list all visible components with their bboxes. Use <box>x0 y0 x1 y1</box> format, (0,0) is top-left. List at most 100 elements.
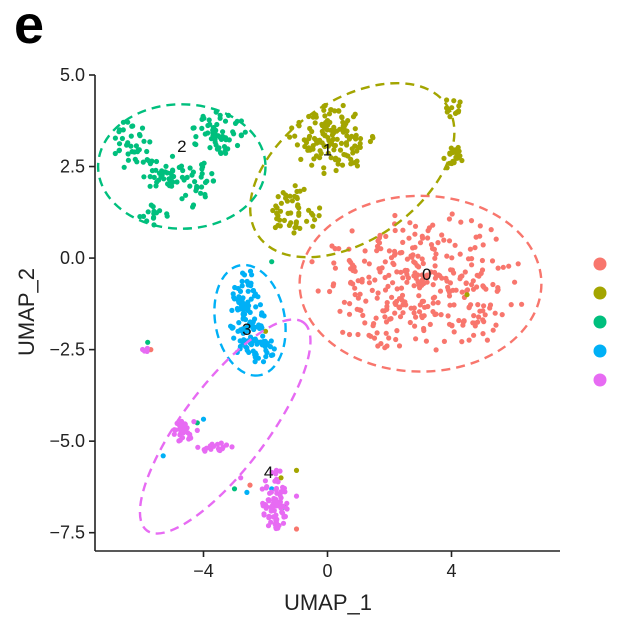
cluster-2-point <box>147 174 153 180</box>
cluster-4-point <box>268 489 274 495</box>
cluster-1-label: 1 <box>323 141 332 160</box>
cluster-0-point <box>413 314 419 320</box>
cluster-0-point <box>389 294 395 300</box>
cluster-3-point <box>256 325 263 331</box>
cluster-0-point <box>384 343 390 349</box>
legend-key-cluster-3 <box>593 344 607 358</box>
cluster-4-point <box>277 468 283 474</box>
cluster-3-point <box>262 343 268 350</box>
cluster-3-point <box>240 305 246 311</box>
y-tick-label: 2.5 <box>60 157 85 177</box>
cluster-1-point <box>344 133 350 139</box>
cluster-0-point <box>341 299 347 305</box>
cluster-0-point <box>425 303 431 310</box>
cluster-0-point <box>352 285 358 291</box>
cluster-2-point <box>133 143 139 149</box>
cluster-1-point <box>336 157 342 163</box>
cluster-3-point <box>268 338 274 344</box>
cluster-1-point <box>352 126 358 132</box>
cluster-0-point <box>361 258 368 264</box>
cluster-0-point <box>430 295 436 301</box>
cluster-0-point <box>398 285 405 291</box>
cluster-0-point <box>519 301 525 307</box>
cluster-1-point <box>350 160 357 166</box>
cluster-1-point <box>333 167 339 174</box>
cluster-2-point <box>151 174 157 180</box>
cluster-2-point <box>180 167 186 174</box>
cluster-0-point <box>487 305 493 311</box>
cluster-2-point <box>214 146 220 152</box>
cluster-0-point <box>384 300 390 306</box>
cluster-1-point <box>456 103 462 109</box>
cluster-4-point <box>203 445 210 451</box>
cluster-0-point <box>452 242 458 248</box>
cluster-0-point <box>374 295 380 301</box>
cluster-2-point <box>206 117 212 123</box>
cluster-0-point <box>451 270 457 276</box>
cluster-0-point <box>407 220 413 226</box>
cluster-0-point <box>471 313 477 319</box>
cluster-2-point <box>201 115 207 121</box>
cluster-0-point <box>466 337 472 343</box>
cluster-1-point <box>331 147 337 153</box>
cluster-0-point <box>511 279 518 285</box>
y-tick-label: −2.5 <box>49 340 85 360</box>
cluster-0-point <box>419 314 425 321</box>
cluster-0-point <box>394 286 400 292</box>
cluster-0-point <box>428 242 435 248</box>
cluster-0-point <box>470 286 477 292</box>
cluster-2-point <box>162 169 168 175</box>
cluster-3-point <box>270 352 276 358</box>
cluster-0-point <box>466 305 472 311</box>
cluster-0-point <box>346 257 352 264</box>
cluster-0-point <box>456 317 462 324</box>
cluster-0-point <box>366 280 372 286</box>
cluster-4-point <box>279 489 285 495</box>
cluster-2-point <box>145 339 151 345</box>
cluster-1-point <box>334 136 340 142</box>
cluster-0-point <box>391 261 397 268</box>
cluster-4-point <box>141 348 148 354</box>
cluster-0-point <box>366 261 372 267</box>
cluster-1-point <box>345 118 351 124</box>
cluster-1-point <box>322 113 328 119</box>
cluster-0-point <box>515 261 521 267</box>
cluster-1-point <box>340 129 346 135</box>
cluster-0-point <box>382 314 388 320</box>
cluster-2-point <box>170 168 176 174</box>
cluster-3-point <box>231 335 237 341</box>
cluster-0-point <box>375 290 381 296</box>
cluster-2-point <box>179 196 185 202</box>
cluster-0-point <box>371 321 377 327</box>
cluster-1-point <box>292 193 298 199</box>
cluster-0-point <box>337 308 343 314</box>
cluster-4-point <box>215 446 222 452</box>
cluster-3-point <box>253 304 259 310</box>
cluster-2-point <box>120 119 126 125</box>
cluster-1-point <box>287 193 293 199</box>
cluster-1-point <box>452 110 459 116</box>
cluster-2-point <box>116 141 123 147</box>
cluster-0-point <box>451 329 457 335</box>
cluster-0-point <box>420 260 426 267</box>
cluster-1-point <box>289 198 295 204</box>
cluster-2-point <box>187 165 193 171</box>
cluster-2-point <box>144 148 150 155</box>
cluster-2-point <box>141 174 147 180</box>
cluster-4-point <box>261 512 267 518</box>
cluster-0-point <box>490 327 496 333</box>
cluster-3-point <box>247 309 253 315</box>
cluster-2-point <box>230 129 236 135</box>
cluster-3-point <box>244 347 250 353</box>
cluster-2-point <box>215 133 221 139</box>
cluster-0-point <box>490 281 496 288</box>
cluster-1-point <box>336 108 342 114</box>
cluster-0-point <box>493 236 499 242</box>
cluster-0-point <box>408 305 414 311</box>
cluster-2-point <box>202 131 208 137</box>
cluster-4-point <box>238 475 244 481</box>
cluster-0-point <box>392 310 398 316</box>
cluster-0-point <box>476 314 482 320</box>
cluster-0-point <box>433 251 439 257</box>
cluster-1-point <box>310 223 316 229</box>
